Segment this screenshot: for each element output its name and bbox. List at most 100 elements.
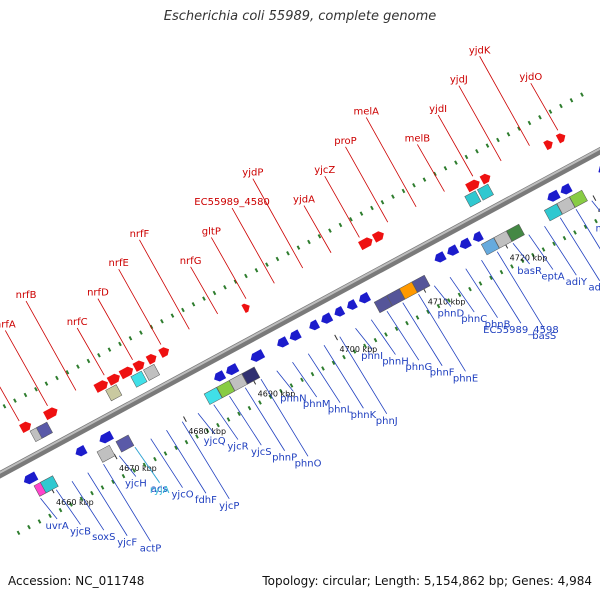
forward-gene-arrow[interactable]	[93, 378, 110, 393]
gene-label-uvra[interactable]: uvrA	[46, 521, 69, 532]
feature-box[interactable]	[115, 434, 135, 453]
gene-label-soxs[interactable]: soxS	[92, 532, 115, 543]
reverse-gene-arrow[interactable]	[275, 336, 290, 349]
gene-label-nrfc[interactable]: nrfC	[67, 317, 88, 328]
gene-label-yjda[interactable]: yjdA	[293, 195, 315, 206]
reverse-gene-arrow[interactable]	[224, 363, 240, 377]
forward-gene-arrow[interactable]	[241, 302, 251, 314]
reverse-gene-arrow[interactable]	[596, 162, 600, 176]
gene-label-phni[interactable]: phnI	[361, 351, 383, 362]
forward-gene-arrow[interactable]	[118, 365, 136, 380]
reverse-gene-arrow[interactable]	[73, 445, 88, 458]
reverse-gene-arrow[interactable]	[319, 312, 334, 325]
gene-label-actp[interactable]: actP	[140, 543, 162, 554]
gene-label-ec55989-4598[interactable]: EC55989_4598	[483, 325, 559, 336]
gene-label-yjcz[interactable]: yjcZ	[314, 165, 335, 176]
gene-label-yjcp[interactable]: yjcP	[219, 501, 239, 512]
feature-box[interactable]	[105, 384, 123, 402]
gene-label-yjdj[interactable]: yjdJ	[450, 75, 468, 86]
feature-box[interactable]	[216, 380, 236, 399]
forward-gene-arrow[interactable]	[106, 372, 122, 386]
gene-label-yjcq[interactable]: yjcQ	[204, 436, 226, 447]
gene-label-phng[interactable]: phnG	[405, 362, 432, 373]
gene-label-phnl[interactable]: phnL	[328, 405, 353, 416]
feature-box[interactable]	[480, 237, 500, 256]
feature-box[interactable]	[399, 281, 418, 300]
reverse-gene-arrow[interactable]	[249, 349, 266, 364]
forward-gene-arrow[interactable]	[543, 138, 555, 151]
gene-label-melr[interactable]: melR	[596, 224, 600, 235]
feature-box[interactable]	[39, 475, 59, 494]
gene-label-yjcf[interactable]: yjcF	[117, 538, 137, 549]
feature-box[interactable]	[96, 444, 116, 463]
reverse-gene-arrow[interactable]	[471, 231, 484, 244]
feature-box[interactable]	[35, 421, 53, 439]
feature-box[interactable]	[386, 288, 406, 307]
gene-label-phno[interactable]: phnO	[295, 458, 322, 469]
gene-label-yjch[interactable]: yjcH	[125, 479, 147, 490]
gene-label-yjco[interactable]: yjcO	[172, 490, 194, 501]
gene-label-phnc[interactable]: phnC	[461, 314, 487, 325]
reverse-gene-arrow[interactable]	[458, 237, 472, 251]
feature-box[interactable]	[493, 230, 513, 249]
gene-label-yjcr[interactable]: yjcR	[227, 442, 248, 453]
reverse-gene-arrow[interactable]	[345, 299, 358, 312]
gene-label-mela[interactable]: melA	[353, 106, 379, 117]
gene-label-phnb[interactable]: phnB	[485, 320, 511, 331]
gene-label-phnh[interactable]: phnH	[382, 357, 409, 368]
gene-label-yjcs[interactable]: yjcS	[251, 447, 272, 458]
feature-box[interactable]	[543, 203, 563, 222]
reverse-gene-arrow[interactable]	[288, 329, 302, 342]
feature-box[interactable]	[228, 373, 248, 392]
feature-box[interactable]	[569, 189, 588, 208]
reverse-gene-arrow[interactable]	[445, 244, 460, 257]
gene-label-basr[interactable]: basR	[517, 266, 542, 277]
gene-label-epta[interactable]: eptA	[541, 272, 564, 283]
forward-gene-arrow[interactable]	[555, 131, 568, 144]
forward-gene-arrow[interactable]	[19, 420, 33, 434]
gene-label-nrfe[interactable]: nrfE	[109, 258, 129, 269]
gene-label-nrff[interactable]: nrfF	[130, 229, 150, 240]
forward-gene-arrow[interactable]	[145, 352, 159, 365]
gene-label-fdhf[interactable]: fdhF	[195, 495, 217, 506]
gene-label-adic[interactable]: adiC	[589, 283, 600, 294]
feature-box[interactable]	[506, 223, 525, 242]
gene-label-phne[interactable]: phnE	[453, 373, 478, 384]
gene-label-yjdp[interactable]: yjdP	[242, 168, 263, 179]
gene-label-adiy[interactable]: adiY	[566, 277, 588, 288]
feature-box[interactable]	[143, 363, 161, 381]
forward-gene-arrow[interactable]	[465, 178, 482, 193]
feature-box[interactable]	[464, 190, 482, 208]
feature-box[interactable]	[241, 366, 261, 385]
gene-label-nrfg[interactable]: nrfG	[180, 256, 202, 267]
reverse-gene-arrow[interactable]	[332, 305, 346, 319]
reverse-gene-arrow[interactable]	[432, 251, 447, 264]
feature-box[interactable]	[556, 196, 576, 215]
gene-label-gltp[interactable]: gltP	[202, 226, 221, 237]
gene-label-yjdo[interactable]: yjdO	[519, 72, 542, 83]
reverse-gene-arrow[interactable]	[97, 430, 114, 446]
gene-label-ec55989-4580[interactable]: EC55989_4580	[194, 197, 270, 208]
reverse-gene-arrow[interactable]	[22, 471, 39, 487]
forward-gene-arrow[interactable]	[132, 359, 146, 372]
gene-label-yjdi[interactable]: yjdI	[429, 104, 447, 115]
forward-gene-arrow[interactable]	[158, 345, 171, 358]
reverse-gene-arrow[interactable]	[307, 319, 320, 333]
gene-label-phnd[interactable]: phnD	[438, 309, 465, 320]
gene-label-phnp[interactable]: phnP	[272, 453, 297, 464]
feature-box[interactable]	[411, 274, 431, 293]
gene-label-nrfb[interactable]: nrfB	[16, 290, 37, 301]
feature-box[interactable]	[476, 183, 494, 201]
feature-box[interactable]	[203, 387, 223, 405]
gene-label-nrfa[interactable]: nrfA	[0, 319, 16, 330]
forward-gene-arrow[interactable]	[43, 406, 60, 421]
reverse-gene-arrow[interactable]	[545, 189, 561, 204]
gene-label-bass[interactable]: basS	[532, 331, 556, 342]
gene-label-acs[interactable]: acs	[151, 484, 168, 495]
gene-label-ryja[interactable]: ryjA	[150, 485, 170, 496]
gene-label-phnj[interactable]: phnJ	[376, 416, 398, 427]
feature-box[interactable]	[373, 295, 393, 314]
gene-label-yjdk[interactable]: yjdK	[469, 45, 491, 56]
reverse-gene-arrow[interactable]	[558, 183, 573, 196]
